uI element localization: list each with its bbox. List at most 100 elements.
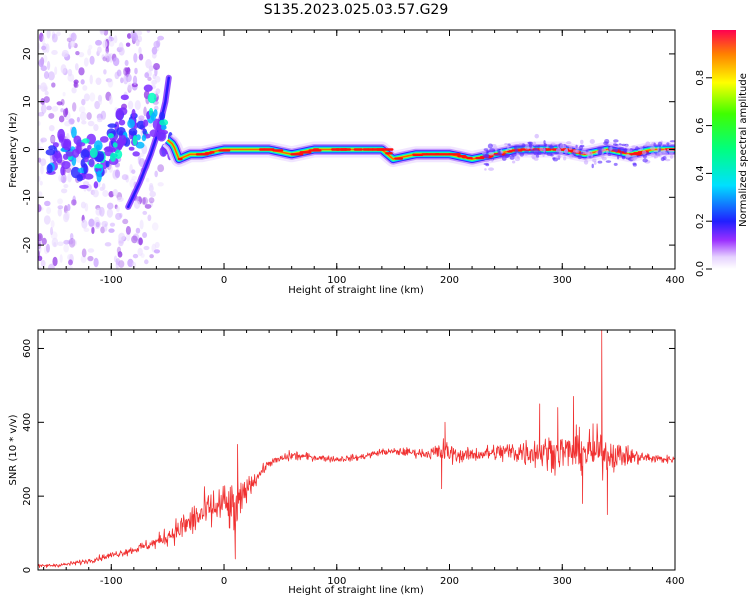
ridge-speckle xyxy=(641,150,647,155)
ridge-blob xyxy=(95,144,101,151)
ridge-speckle xyxy=(548,145,555,149)
noise-blob xyxy=(46,30,51,39)
noise-blob xyxy=(101,220,109,228)
ridge-blob xyxy=(128,128,138,136)
noise-blob xyxy=(63,212,70,223)
noise-blob xyxy=(41,85,49,91)
noise-blob xyxy=(75,51,80,56)
ridge-speckle xyxy=(530,149,534,154)
ridge-blob xyxy=(147,92,157,104)
ridge-speckle xyxy=(607,153,612,156)
ridge-speckle xyxy=(669,155,674,159)
colorbar: 0.0 0.2 0.4 0.6 0.8 Normalized spectral ampl… xyxy=(695,30,749,277)
snr-x-axis: -100 0 100 200 300 400 xyxy=(43,330,685,587)
noise-blob xyxy=(38,59,44,68)
noise-blob xyxy=(57,198,63,205)
noise-blob xyxy=(98,96,103,106)
ridge-speckle xyxy=(623,148,628,153)
colorbar-tick-label: 0.0 xyxy=(695,261,706,277)
noise-blob xyxy=(51,105,59,112)
x-tick-label: -100 xyxy=(100,275,123,286)
noise-blob xyxy=(112,189,119,197)
noise-blob xyxy=(81,219,88,229)
noise-blob xyxy=(97,46,102,54)
noise-blob xyxy=(97,117,103,123)
ridge-speckle xyxy=(556,154,562,159)
noise-blob xyxy=(83,93,90,102)
ridge-speckle xyxy=(518,143,523,146)
ridge-speckle xyxy=(535,154,540,158)
ridge-speckle xyxy=(669,140,675,143)
noise-blob xyxy=(39,180,43,186)
ridge-blob xyxy=(120,94,129,101)
ridge-speckle xyxy=(499,155,504,158)
ridge-blob xyxy=(112,142,118,148)
ridge-blob xyxy=(159,119,169,126)
noise-blob xyxy=(142,210,148,215)
ridge-speckle xyxy=(513,145,517,150)
noise-blob xyxy=(39,158,47,166)
noise-blob xyxy=(149,191,156,198)
noise-blob xyxy=(102,190,109,197)
colorbar-ticks: 0.0 0.2 0.4 0.6 0.8 xyxy=(695,70,712,277)
noise-blob xyxy=(47,71,55,81)
noise-blob xyxy=(144,72,150,79)
ridge-blob xyxy=(105,160,110,168)
noise-blob xyxy=(149,254,154,259)
noise-blob xyxy=(131,261,137,269)
ridge-speckle xyxy=(533,141,537,146)
ridge-speckle xyxy=(642,154,647,159)
ridge-blob xyxy=(89,147,98,159)
noise-blob xyxy=(56,101,63,106)
noise-blob xyxy=(72,195,77,206)
ridge-blob xyxy=(71,148,80,158)
y-tick-label: -10 xyxy=(22,189,33,205)
x-tick-label: 0 xyxy=(221,576,227,587)
ridge-speckle xyxy=(543,140,546,145)
noise-blob xyxy=(71,87,77,94)
noise-blob xyxy=(38,112,45,117)
noise-blob xyxy=(41,45,47,51)
noise-blob xyxy=(60,188,68,194)
noise-blob xyxy=(105,78,113,83)
noise-blob xyxy=(46,207,52,214)
noise-blob xyxy=(138,237,143,246)
ridge-speckle xyxy=(591,163,594,169)
noise-blob xyxy=(126,66,131,75)
noise-blob xyxy=(57,207,62,217)
noise-blob xyxy=(138,115,145,121)
noise-blob xyxy=(46,105,52,111)
noise-blob xyxy=(104,53,112,62)
noise-blob xyxy=(102,56,107,62)
ridge-speckle xyxy=(539,147,544,151)
colorbar-tick-label: 0.6 xyxy=(695,118,706,134)
chart-title: S135.2023.025.03.57.G29 xyxy=(264,2,449,18)
x-tick-label: 400 xyxy=(665,275,684,286)
noise-blob xyxy=(131,169,136,174)
ridge-speckle xyxy=(601,156,607,161)
noise-blob xyxy=(38,191,43,197)
noise-blob xyxy=(125,42,131,47)
ridge-speckle xyxy=(625,144,628,148)
noise-blob xyxy=(138,152,145,158)
noise-blob xyxy=(157,164,165,173)
ridge-speckle xyxy=(583,159,589,165)
noise-blob xyxy=(104,242,112,247)
ridge-speckle xyxy=(591,153,594,158)
ridge-blob xyxy=(132,151,140,157)
ridge-blob xyxy=(80,149,90,160)
ridge-blob xyxy=(153,109,158,117)
noise-blob xyxy=(61,49,69,58)
ridge-speckle xyxy=(527,146,531,150)
noise-blob xyxy=(106,202,114,210)
ridge-speckle xyxy=(625,154,632,158)
noise-blob xyxy=(43,71,50,80)
x-tick-label: -100 xyxy=(100,576,123,587)
noise-blob xyxy=(81,98,86,106)
x-tick-label: 200 xyxy=(440,576,459,587)
ridge-blob xyxy=(76,174,83,182)
x-tick-label: 200 xyxy=(440,275,459,286)
noise-blob xyxy=(63,243,69,253)
noise-blob xyxy=(58,174,63,182)
ridge-blob xyxy=(107,123,118,128)
